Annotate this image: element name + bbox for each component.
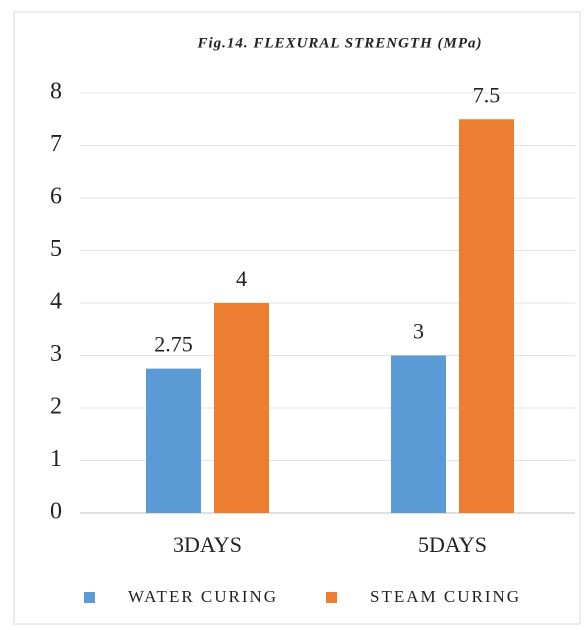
- y-tick-label: 7: [50, 131, 62, 157]
- value-label: 4: [236, 266, 247, 291]
- y-tick-label: 4: [50, 289, 62, 315]
- bar: [391, 355, 446, 513]
- y-tick-label: 0: [50, 499, 62, 525]
- y-tick-label: 2: [50, 394, 62, 420]
- legend-swatch: [84, 592, 95, 603]
- value-label: 7.5: [473, 82, 501, 107]
- y-tick-label: 8: [50, 79, 62, 105]
- y-tick-label: 3: [50, 341, 62, 367]
- bar: [146, 368, 201, 513]
- x-tick-label: 5DAYS: [418, 532, 487, 557]
- legend-swatch: [326, 592, 337, 603]
- x-tick-label: 3DAYS: [173, 532, 242, 557]
- legend-label: STEAM CURING: [370, 587, 521, 606]
- y-tick-label: 6: [50, 184, 62, 210]
- chart-border: [13, 11, 581, 625]
- bar: [459, 119, 514, 513]
- y-tick-label: 1: [50, 446, 62, 472]
- legend-label: WATER CURING: [128, 587, 278, 606]
- y-tick-label: 5: [50, 236, 62, 262]
- bar: [214, 303, 269, 513]
- value-label: 3: [413, 319, 424, 344]
- chart-title: Fig.14. FLEXURAL STRENGTH (MPa): [196, 35, 482, 51]
- value-label: 2.75: [154, 332, 193, 357]
